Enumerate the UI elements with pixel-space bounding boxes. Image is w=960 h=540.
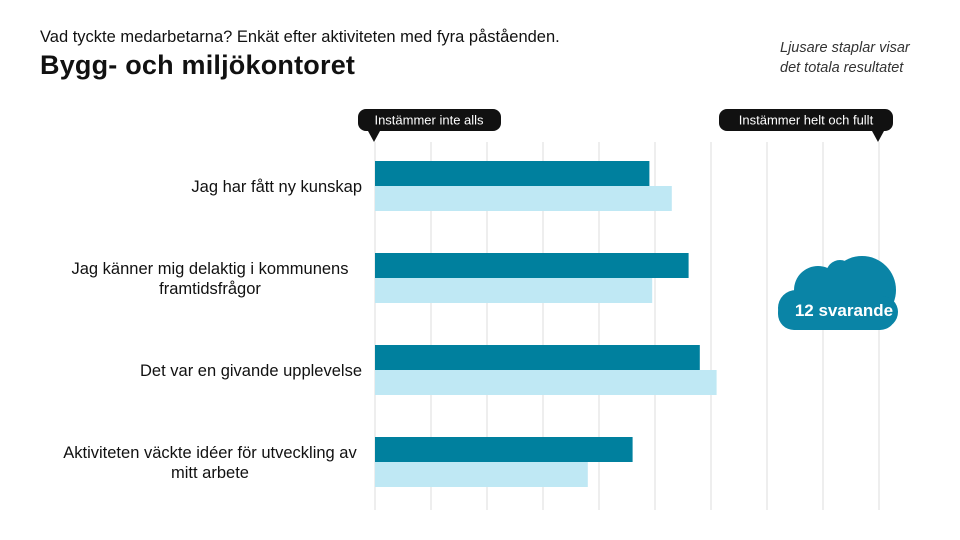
bar-total: [375, 186, 672, 211]
page-title: Bygg- och miljökontoret: [40, 50, 356, 80]
category-label: Det var en givande upplevelse: [140, 362, 362, 380]
category-label: Jag känner mig delaktig i kommunens: [72, 260, 349, 278]
respondents-count: 12 svarande: [795, 301, 893, 320]
legend-note: Ljusare staplar visar det totala resulta…: [780, 40, 910, 76]
bar-office: [375, 253, 689, 278]
bar-total: [375, 370, 717, 395]
min-scale-label: Instämmer inte alls: [374, 113, 484, 128]
category-label: framtidsfrågor: [159, 280, 261, 298]
bar-total: [375, 462, 588, 487]
bars: [375, 161, 717, 487]
bar-total: [375, 278, 653, 303]
bar-office: [375, 161, 650, 186]
bar-office: [375, 345, 700, 370]
category-label: Aktiviteten väckte idéer för utveckling …: [63, 444, 357, 462]
category-label: Jag har fått ny kunskap: [191, 178, 362, 196]
bar-office: [375, 437, 633, 462]
max-scale-label: Instämmer helt och fullt: [739, 113, 874, 128]
survey-subtitle: Vad tyckte medarbetarna? Enkät efter akt…: [40, 28, 560, 46]
category-labels: Jag har fått ny kunskap Jag känner mig de…: [63, 178, 362, 482]
max-scale-callout: Instämmer helt och fullt: [719, 109, 893, 142]
category-label: mitt arbete: [171, 464, 249, 482]
respondents-cloud: 12 svarande: [778, 256, 898, 330]
min-scale-callout: Instämmer inte alls: [358, 109, 501, 142]
